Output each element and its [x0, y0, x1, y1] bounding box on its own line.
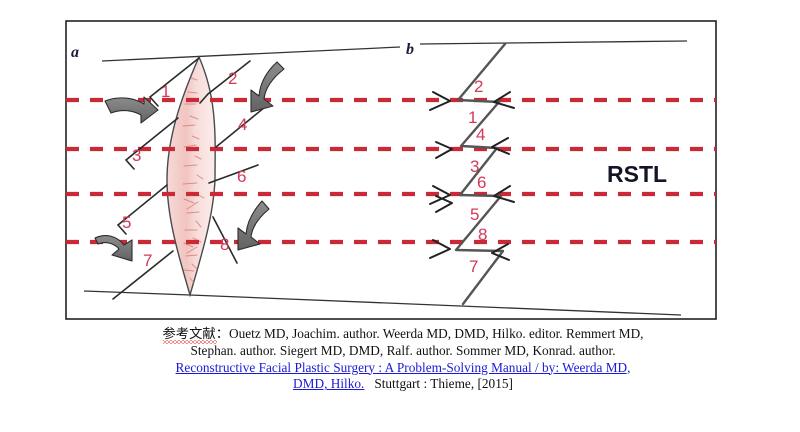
svg-text:8: 8: [220, 235, 229, 254]
svg-text:4: 4: [238, 115, 247, 134]
svg-text:1: 1: [161, 82, 170, 101]
svg-text:8: 8: [478, 225, 487, 244]
svg-text:5: 5: [122, 213, 131, 232]
svg-text:3: 3: [132, 146, 141, 165]
svg-text:2: 2: [228, 69, 237, 88]
svg-text:b: b: [406, 41, 414, 58]
svg-text:RSTL: RSTL: [607, 161, 667, 187]
svg-text:7: 7: [469, 257, 478, 276]
svg-text:6: 6: [477, 173, 486, 192]
svg-text:6: 6: [237, 167, 246, 186]
svg-text:5: 5: [470, 205, 479, 224]
svg-text:7: 7: [143, 251, 152, 270]
svg-text:2: 2: [474, 77, 483, 96]
svg-text:a: a: [71, 44, 79, 61]
svg-text:4: 4: [476, 125, 485, 144]
